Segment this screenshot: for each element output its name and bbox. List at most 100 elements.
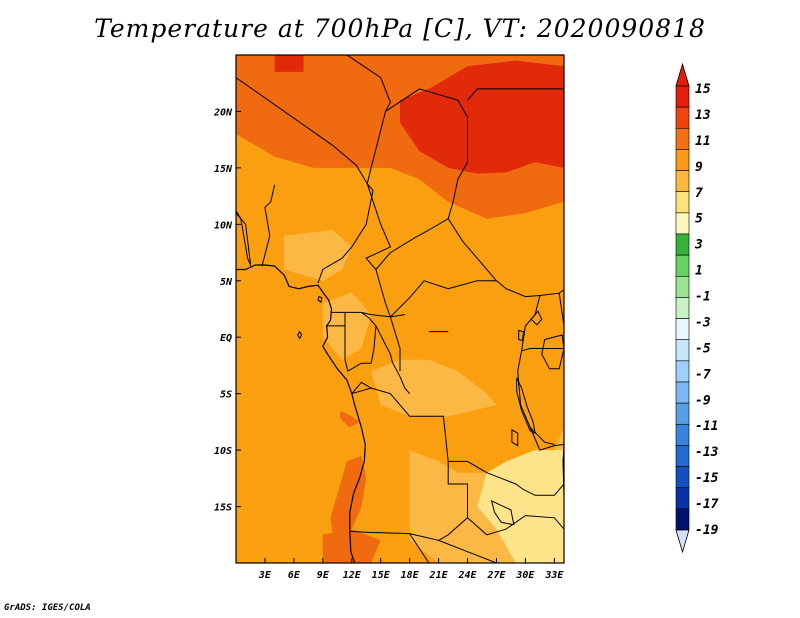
colorbar-top-triangle xyxy=(675,62,690,87)
x-tick-label: 30E xyxy=(515,570,535,581)
colorbar-segment xyxy=(675,423,690,446)
x-tick-label: 24E xyxy=(457,570,477,581)
country-border xyxy=(349,461,468,541)
country-border xyxy=(467,88,564,101)
x-tick-label: 6E xyxy=(288,570,301,581)
colorbar-label: 13 xyxy=(695,108,711,123)
y-tick-label: 10S xyxy=(214,446,232,457)
temperature-region-11 xyxy=(340,410,360,428)
x-tick-label: 18E xyxy=(401,570,420,581)
y-tick-label: 10N xyxy=(214,220,233,231)
country-border xyxy=(389,314,405,372)
x-tick-label: 21E xyxy=(429,570,449,581)
lake-outline xyxy=(562,445,564,496)
country-border xyxy=(529,427,564,451)
x-tick-label: 27E xyxy=(486,570,506,581)
country-border xyxy=(523,483,564,496)
colorbar-segment xyxy=(675,360,690,383)
lake-outline xyxy=(511,428,519,447)
lake-outline xyxy=(516,377,536,435)
colorbar-segment xyxy=(675,445,690,467)
colorbar-label: 3 xyxy=(694,238,703,253)
x-tick-label: 12E xyxy=(343,570,362,581)
colorbar-segment xyxy=(675,466,690,489)
colorbar-label: 5 xyxy=(695,212,703,227)
colorbar-segment xyxy=(675,402,690,425)
colorbar-segment xyxy=(675,297,690,319)
x-tick-label: 3E xyxy=(258,570,272,581)
colorbar-segment xyxy=(675,212,690,235)
lake-outline xyxy=(490,499,515,526)
country-border xyxy=(375,325,410,395)
colorbar-segment xyxy=(675,487,690,510)
colorbar-segment xyxy=(675,127,690,150)
x-tick-label: 9E xyxy=(317,570,330,581)
country-border xyxy=(521,348,564,352)
country-border xyxy=(438,539,497,563)
colorbar-label: -7 xyxy=(695,367,711,382)
colorbar-segment xyxy=(675,85,690,108)
colorbar-segment xyxy=(675,508,690,531)
temperature-region-11 xyxy=(322,529,381,563)
y-tick-label: 15N xyxy=(214,164,233,175)
grads-credit: GrADS: IGES/COLA xyxy=(4,603,91,613)
lake-outline xyxy=(518,329,525,342)
colorbar-label: 1 xyxy=(695,264,703,279)
lake-outline xyxy=(541,334,564,370)
country-border xyxy=(558,293,564,326)
y-tick-label: 5S xyxy=(220,390,232,401)
country-border xyxy=(375,218,449,270)
colorbar-label: -13 xyxy=(695,445,719,460)
country-border xyxy=(390,280,497,318)
x-tick-label: 15E xyxy=(372,570,391,581)
temperature-region-13 xyxy=(274,55,304,72)
country-border xyxy=(261,184,276,267)
y-tick-label: 20N xyxy=(213,107,233,118)
colorbar-label: 7 xyxy=(695,186,703,201)
lake-outline xyxy=(297,330,303,340)
map-frame xyxy=(235,54,565,564)
map-plot-area xyxy=(235,54,565,564)
country-border xyxy=(317,190,374,284)
map-title: Temperature at 700hPa [C], VT: 202009081… xyxy=(94,14,706,43)
country-border xyxy=(236,210,252,268)
y-tick-label: EQ xyxy=(220,333,232,344)
colorbar-label: -5 xyxy=(695,341,711,356)
colorbar-label: -19 xyxy=(695,523,719,538)
colorbar-segment xyxy=(675,275,690,298)
colorbar-segment xyxy=(675,254,690,277)
temperature-region-7 xyxy=(284,230,352,281)
y-tick-label: 15S xyxy=(214,503,232,514)
country-border xyxy=(351,381,372,395)
lake-outline xyxy=(317,295,323,304)
map-axes: 3E 6E 9E 12E 15E 18E 21E 24E 27E 30E 33E 20N 15N 10N 5… xyxy=(213,107,564,581)
temperature-region-7 xyxy=(322,292,372,360)
country-border xyxy=(346,55,391,184)
colorbar-label: -17 xyxy=(695,497,719,512)
colorbar-label: -11 xyxy=(695,419,718,434)
colorbar-label: -3 xyxy=(695,315,711,330)
coastline xyxy=(236,264,366,563)
temperature-region-7 xyxy=(371,359,497,417)
country-border xyxy=(467,515,564,536)
colorbar-segment xyxy=(675,318,690,341)
country-border xyxy=(365,183,392,318)
colorbar-segment xyxy=(675,339,690,362)
colorbar-segment xyxy=(675,233,690,256)
colorbar-label: -9 xyxy=(695,393,711,408)
x-tick-label: 33E xyxy=(544,570,564,581)
colorbar-label: 15 xyxy=(695,82,711,97)
country-border xyxy=(236,77,374,191)
temperature-region-11 xyxy=(330,455,367,547)
colorbar-segment xyxy=(675,170,690,193)
lake-outline xyxy=(530,310,543,326)
country-border xyxy=(409,533,430,563)
colorbar-segment xyxy=(675,191,690,214)
colorbar-bottom-triangle xyxy=(675,529,690,554)
country-border xyxy=(344,311,377,372)
colorbar-segment xyxy=(675,149,690,171)
colorbar-label: -1 xyxy=(695,290,711,305)
map-content xyxy=(236,55,564,563)
y-tick-label: 5N xyxy=(220,277,233,288)
